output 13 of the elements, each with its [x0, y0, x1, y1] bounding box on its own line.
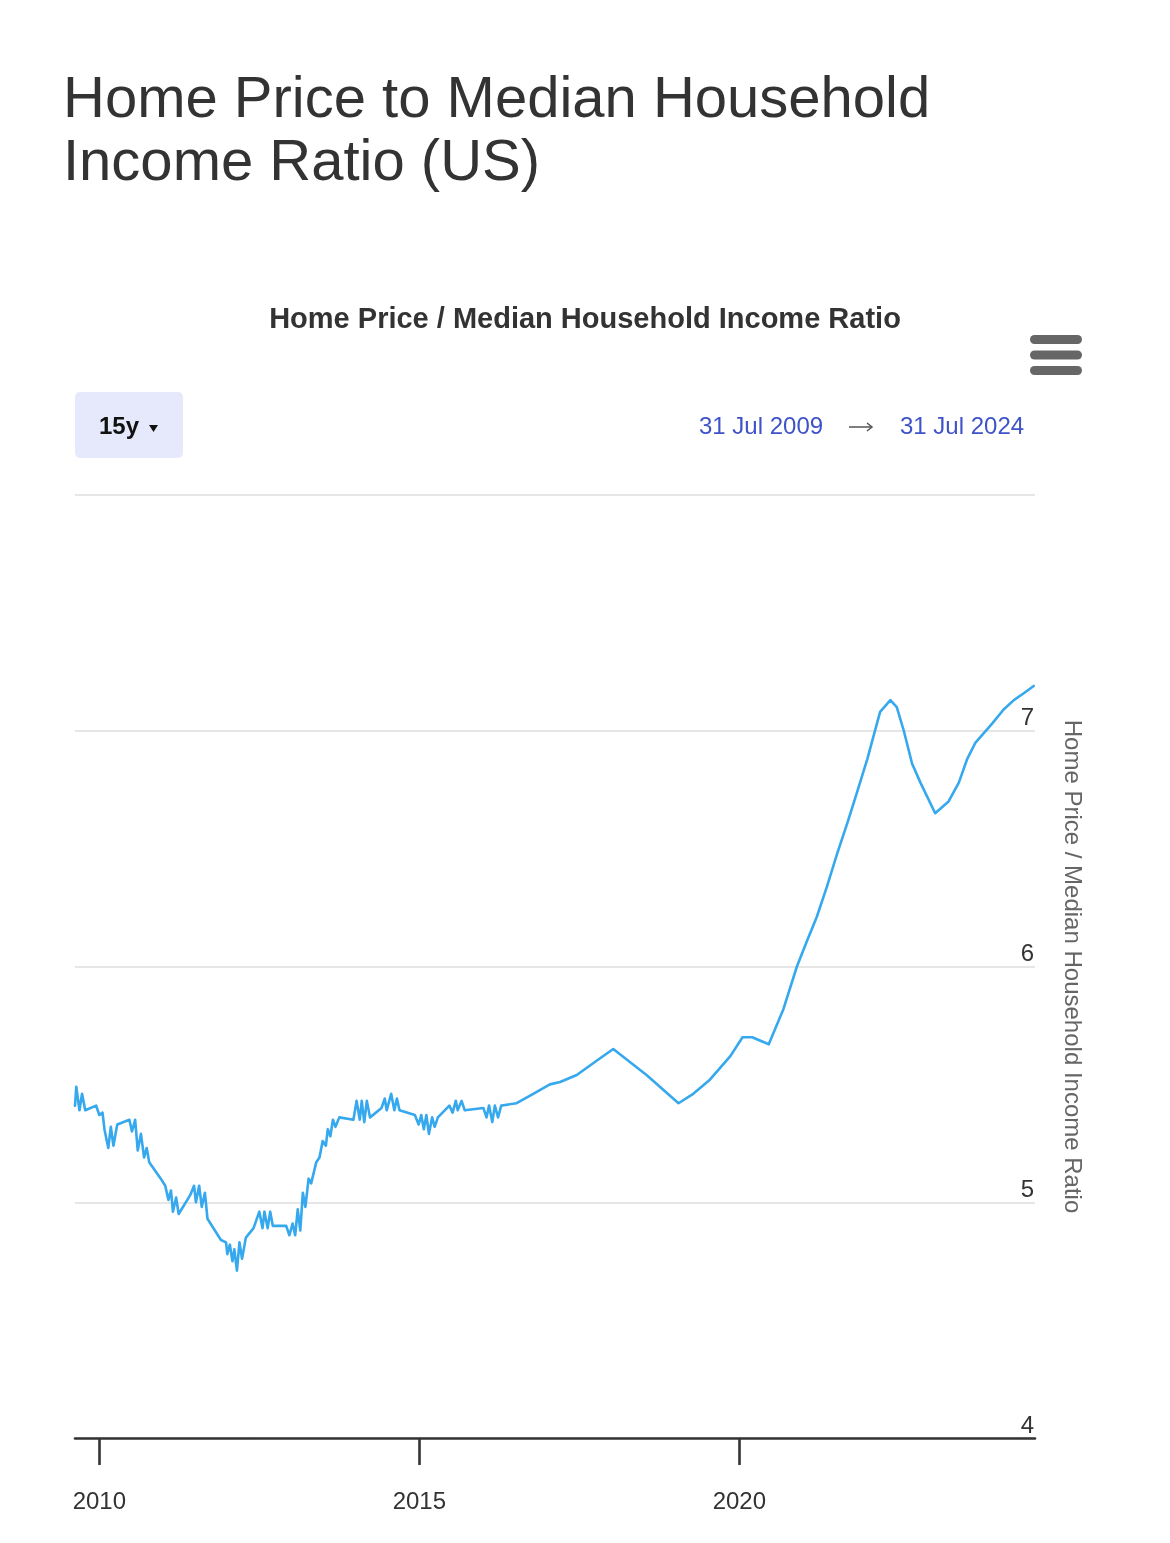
chart-title: Home Price to Median Household Income Ratio (US): [63, 64, 932, 192]
y-tick-label: 7: [1020, 703, 1034, 731]
y-tick-label: 6: [1020, 939, 1034, 966]
x-tick-label: 2015: [392, 1486, 447, 1514]
x-tick-label: 2020: [712, 1486, 767, 1514]
text: 31 Jul 2009: [699, 412, 824, 439]
y-axis-title: Home Price / Median Household Income Ratio: [1059, 719, 1087, 1214]
dropdown-button: 15y: [75, 392, 183, 458]
chart-subtitle: Home Price / Median Household Income Ratio: [269, 301, 901, 334]
x-tick-label: 2010: [72, 1486, 127, 1514]
y-tick-label: 4: [1020, 1410, 1034, 1438]
text: 31 Jul 2024: [900, 412, 1025, 439]
y-tick-label: 5: [1020, 1174, 1034, 1202]
